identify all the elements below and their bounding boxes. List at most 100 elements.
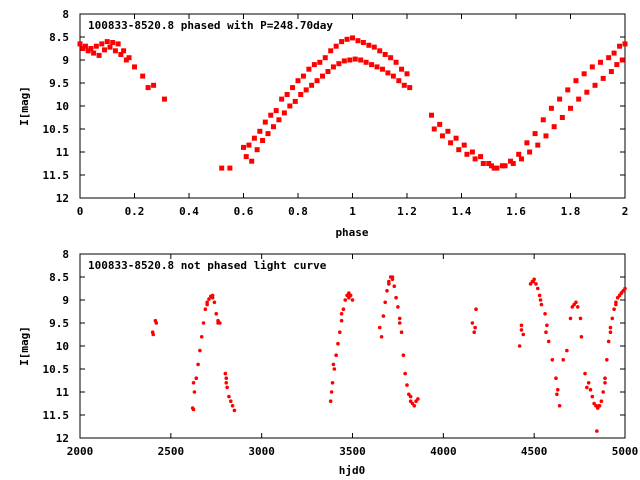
data-point bbox=[394, 295, 398, 300]
unphased-y-tick-label: 12 bbox=[56, 432, 69, 445]
phased-y-tick-label: 10.5 bbox=[43, 123, 70, 136]
phased-x-tick-label: 1.8 bbox=[561, 205, 581, 218]
data-point bbox=[622, 41, 628, 47]
data-point bbox=[555, 387, 560, 392]
data-point bbox=[314, 78, 320, 84]
data-point bbox=[519, 323, 524, 328]
data-point bbox=[341, 307, 346, 312]
data-point bbox=[306, 66, 312, 72]
phased-x-tick-label: 1 bbox=[349, 205, 356, 218]
data-point bbox=[132, 64, 137, 70]
data-point bbox=[199, 335, 204, 339]
data-point bbox=[123, 57, 129, 63]
data-point bbox=[473, 325, 477, 330]
data-point bbox=[472, 156, 478, 162]
data-point bbox=[614, 62, 620, 68]
data-point bbox=[510, 161, 516, 166]
data-point bbox=[429, 112, 435, 118]
data-point bbox=[431, 126, 437, 132]
data-point bbox=[191, 407, 196, 412]
data-point bbox=[535, 142, 541, 148]
data-point bbox=[121, 48, 127, 54]
data-point bbox=[393, 59, 399, 65]
data-point bbox=[548, 105, 554, 111]
data-point bbox=[405, 383, 409, 387]
phased-x-tick-label: 0.8 bbox=[288, 205, 308, 218]
data-point bbox=[603, 381, 607, 385]
data-point bbox=[249, 158, 255, 164]
unphased-x-tick-label: 3000 bbox=[248, 445, 275, 458]
data-point bbox=[374, 64, 380, 70]
data-point bbox=[88, 46, 94, 51]
data-point bbox=[343, 298, 348, 302]
data-point bbox=[268, 112, 274, 118]
data-point bbox=[469, 149, 475, 155]
data-point bbox=[273, 108, 279, 114]
unphased-y-tick-label: 8 bbox=[62, 248, 69, 261]
phased-x-tick-label: 1.6 bbox=[506, 205, 526, 218]
data-point bbox=[161, 96, 167, 102]
data-point bbox=[322, 55, 328, 61]
phased-x-axis-label: phase bbox=[335, 226, 368, 239]
data-point bbox=[300, 73, 306, 79]
data-point bbox=[243, 154, 249, 160]
data-point bbox=[96, 52, 102, 58]
data-point bbox=[223, 371, 228, 376]
data-point bbox=[392, 284, 397, 289]
data-point bbox=[246, 142, 252, 148]
data-point bbox=[517, 344, 522, 348]
unphased-y-tick-label: 9 bbox=[62, 294, 69, 307]
data-point bbox=[207, 297, 211, 301]
data-point bbox=[347, 295, 351, 300]
data-point bbox=[344, 36, 350, 42]
phased-y-tick-label: 8 bbox=[62, 8, 69, 21]
data-point bbox=[276, 117, 282, 123]
data-point bbox=[385, 70, 391, 76]
data-point bbox=[555, 392, 559, 397]
unphased-y-tick-label: 10.5 bbox=[43, 363, 70, 376]
data-point bbox=[561, 358, 566, 362]
data-point bbox=[557, 404, 562, 408]
data-point bbox=[112, 48, 118, 54]
phased-y-tick-label: 12 bbox=[56, 192, 69, 205]
data-point bbox=[456, 147, 462, 153]
data-point bbox=[453, 135, 459, 141]
data-point bbox=[390, 275, 395, 279]
data-point bbox=[383, 300, 388, 305]
data-point bbox=[292, 98, 298, 104]
data-point bbox=[382, 51, 388, 57]
data-point bbox=[270, 124, 276, 130]
data-point bbox=[328, 48, 334, 54]
data-point bbox=[472, 330, 477, 335]
data-point bbox=[565, 87, 571, 93]
data-point bbox=[311, 62, 317, 68]
phased-x-tick-label: 0.2 bbox=[125, 205, 145, 218]
data-point bbox=[328, 399, 333, 404]
data-point bbox=[494, 165, 500, 171]
data-point bbox=[532, 131, 538, 137]
data-point bbox=[557, 96, 563, 102]
unphased-y-tick-label: 8.5 bbox=[49, 271, 69, 284]
data-point bbox=[201, 321, 206, 325]
data-point bbox=[599, 399, 604, 404]
data-point bbox=[592, 82, 598, 88]
data-point bbox=[290, 85, 296, 91]
unphased-y-tick-label: 9.5 bbox=[49, 317, 69, 330]
data-point bbox=[262, 119, 268, 125]
data-point bbox=[115, 41, 121, 47]
data-point bbox=[225, 385, 229, 390]
data-point bbox=[203, 307, 208, 312]
data-point bbox=[581, 71, 587, 77]
data-point bbox=[508, 158, 514, 164]
data-point bbox=[265, 131, 271, 137]
data-point bbox=[543, 312, 547, 316]
data-point bbox=[407, 85, 413, 91]
data-point bbox=[543, 133, 549, 139]
phased-y-tick-label: 11.5 bbox=[43, 169, 70, 182]
data-point bbox=[546, 339, 551, 344]
data-point bbox=[478, 154, 484, 160]
data-point bbox=[416, 397, 420, 401]
data-point bbox=[480, 161, 486, 166]
data-point bbox=[154, 321, 159, 325]
data-point bbox=[606, 55, 612, 61]
